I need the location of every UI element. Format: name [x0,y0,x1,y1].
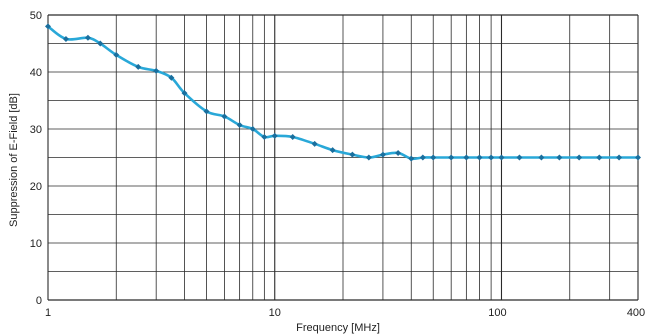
x-axis-label: Frequency [MHz] [296,322,380,334]
data-point [45,23,51,30]
x-tick-labels: 1 10 100 400 [45,307,645,319]
data-point [476,154,483,161]
y-tick-label: 20 [30,181,42,193]
y-tick-label: 50 [30,10,42,22]
data-point [113,51,120,58]
data-point [596,154,603,161]
y-axis-label: Suppression of E-Field [dB] [8,93,20,227]
data-point [408,155,415,162]
data-point [498,154,505,161]
data-point [261,133,268,140]
data-point [62,35,69,42]
x-tick-label: 400 [627,307,645,319]
data-point [203,108,210,115]
data-point [488,154,495,161]
data-point [249,126,256,132]
data-point [135,63,142,70]
data-point [236,122,243,129]
data-point [448,154,455,161]
data-point [349,151,356,158]
data-point [153,67,160,74]
data-point [168,74,175,81]
data-point [616,154,623,161]
data-point [556,154,563,161]
data-point [289,133,296,140]
data-point [379,151,386,158]
data-point [329,147,336,154]
y-tick-label: 30 [30,124,42,136]
data-point [635,154,641,161]
data-point [97,40,104,47]
data-point [84,34,91,41]
data-point [538,154,545,161]
series-group [45,23,641,162]
data-point [463,154,470,161]
y-tick-label: 40 [30,67,42,79]
data-point [576,154,583,161]
x-tick-label: 10 [269,307,281,319]
data-point [430,154,437,161]
data-point [311,140,318,147]
data-point [516,154,523,161]
x-tick-label: 1 [45,307,51,319]
data-point [221,113,228,120]
y-tick-label: 0 [36,295,42,307]
data-point [365,154,372,161]
y-tick-labels: 0 10 20 30 40 50 [30,10,42,307]
y-tick-label: 10 [30,238,42,250]
data-point [419,154,426,161]
data-point [271,132,278,139]
data-point [181,90,188,97]
data-point [395,149,402,156]
x-tick-label: 100 [488,307,506,319]
